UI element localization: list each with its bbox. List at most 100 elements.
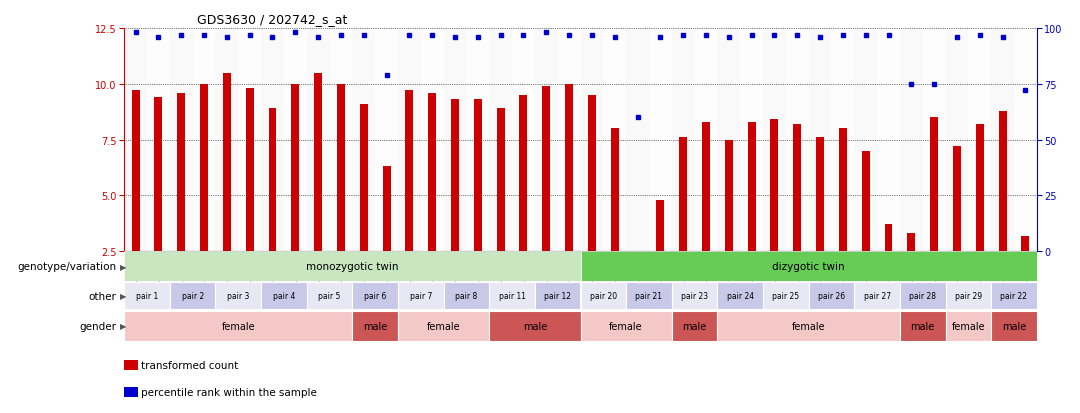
Bar — [542, 87, 551, 252]
Bar — [444, 29, 467, 252]
Bar — [877, 29, 900, 252]
Bar — [946, 311, 991, 341]
Text: pair 29: pair 29 — [955, 292, 982, 301]
Text: GDS3630 / 202742_s_at: GDS3630 / 202742_s_at — [198, 13, 348, 26]
Bar — [292, 85, 299, 252]
Bar — [588, 96, 596, 252]
Bar — [147, 29, 170, 252]
Text: pair 22: pair 22 — [1000, 292, 1027, 301]
Bar — [626, 29, 649, 252]
Bar — [337, 85, 345, 252]
Bar — [809, 283, 854, 309]
Text: transformed count: transformed count — [141, 361, 239, 370]
Bar — [421, 29, 444, 252]
Text: male: male — [1002, 321, 1026, 331]
Text: pair 26: pair 26 — [818, 292, 845, 301]
Text: gender: gender — [80, 321, 117, 331]
Bar — [1022, 236, 1029, 252]
Bar — [946, 29, 969, 252]
Bar — [216, 29, 239, 252]
Bar — [991, 283, 1037, 309]
Bar — [170, 283, 216, 309]
Bar — [702, 122, 710, 252]
Bar — [352, 29, 375, 252]
Text: pair 21: pair 21 — [635, 292, 662, 301]
Bar — [581, 252, 1037, 281]
Text: pair 5: pair 5 — [319, 292, 340, 301]
Bar — [839, 129, 847, 252]
Text: ▶: ▶ — [120, 321, 126, 330]
Text: dizygotic twin: dizygotic twin — [772, 261, 845, 271]
Bar — [397, 283, 444, 309]
Bar — [535, 29, 557, 252]
Bar — [200, 85, 208, 252]
Text: pair 28: pair 28 — [909, 292, 936, 301]
Bar — [352, 311, 399, 341]
Bar — [672, 29, 694, 252]
Bar — [991, 311, 1037, 341]
Bar — [946, 283, 991, 309]
Bar — [352, 283, 399, 309]
Bar — [222, 74, 231, 252]
Bar — [762, 29, 786, 252]
Bar — [261, 29, 284, 252]
Text: percentile rank within the sample: percentile rank within the sample — [141, 387, 318, 397]
Bar — [816, 138, 824, 252]
Bar — [725, 140, 733, 252]
Bar — [132, 91, 139, 252]
Bar — [770, 120, 779, 252]
Bar — [382, 167, 391, 252]
Bar — [581, 29, 604, 252]
Bar — [428, 93, 436, 252]
Bar — [626, 283, 672, 309]
Bar — [557, 29, 581, 252]
Bar — [284, 29, 307, 252]
Bar — [1014, 29, 1037, 252]
Text: male: male — [910, 321, 935, 331]
Text: ▶: ▶ — [120, 262, 126, 271]
Bar — [489, 29, 512, 252]
Bar — [519, 96, 527, 252]
Bar — [261, 283, 307, 309]
Bar — [397, 29, 421, 252]
Text: ▶: ▶ — [120, 292, 126, 301]
Bar — [512, 29, 535, 252]
Text: pair 23: pair 23 — [681, 292, 708, 301]
Text: pair 1: pair 1 — [136, 292, 158, 301]
Text: pair 4: pair 4 — [273, 292, 295, 301]
Text: male: male — [363, 321, 388, 331]
Bar — [809, 29, 832, 252]
Bar — [975, 125, 984, 252]
Text: pair 3: pair 3 — [227, 292, 249, 301]
Bar — [124, 311, 352, 341]
Text: pair 12: pair 12 — [544, 292, 571, 301]
Bar — [124, 252, 581, 281]
Bar — [900, 29, 922, 252]
Bar — [953, 147, 961, 252]
Text: pair 11: pair 11 — [499, 292, 526, 301]
Bar — [762, 283, 809, 309]
Bar — [786, 29, 809, 252]
Bar — [657, 200, 664, 252]
Text: pair 8: pair 8 — [456, 292, 477, 301]
Bar — [565, 85, 573, 252]
Bar — [604, 29, 626, 252]
Bar — [124, 29, 147, 252]
Bar — [154, 98, 162, 252]
Bar — [907, 234, 916, 252]
Bar — [717, 29, 740, 252]
Bar — [581, 311, 672, 341]
Text: female: female — [221, 321, 255, 331]
Bar — [740, 29, 762, 252]
Bar — [474, 100, 482, 252]
Text: pair 24: pair 24 — [727, 292, 754, 301]
Bar — [269, 109, 276, 252]
Text: monozygotic twin: monozygotic twin — [306, 261, 399, 271]
Text: pair 6: pair 6 — [364, 292, 387, 301]
Bar — [192, 29, 216, 252]
Text: pair 25: pair 25 — [772, 292, 799, 301]
Text: female: female — [792, 321, 825, 331]
Bar — [793, 125, 801, 252]
Bar — [717, 311, 900, 341]
Bar — [581, 283, 626, 309]
